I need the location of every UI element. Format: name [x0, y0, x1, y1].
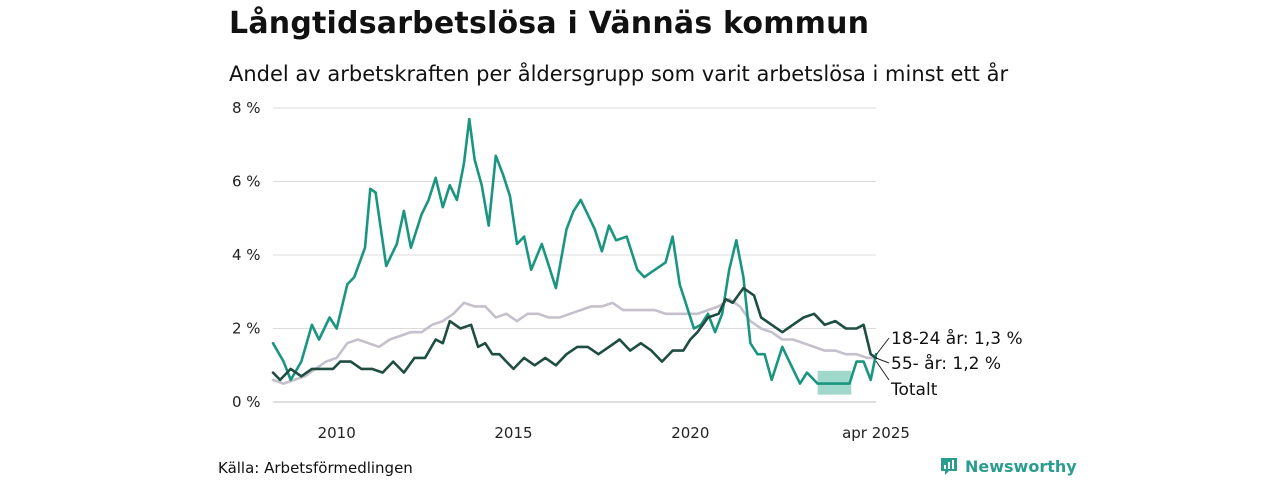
- x-tick-label: 2015: [494, 424, 532, 442]
- y-axis-ticks: 0 % 2 % 4 % 6 % 8 %: [232, 99, 261, 411]
- total-series-line: [271, 297, 878, 385]
- end-labels: 18-24 år: 1,3 % 55- år: 1,2 % Totalt: [875, 328, 1023, 400]
- brand-logo: Newsworthy: [939, 456, 1077, 476]
- youth-label-leader: [875, 337, 890, 356]
- total-label-leader: [875, 360, 890, 381]
- youth-series-line: [271, 117, 878, 385]
- source-note: Källa: Arbetsförmedlingen: [218, 459, 413, 477]
- brand-name: Newsworthy: [965, 456, 1077, 476]
- y-tick-label: 8 %: [232, 99, 261, 117]
- chart-title: Långtidsarbetslösa i Vännäs kommun: [229, 6, 870, 41]
- line-chart: 0 % 2 % 4 % 6 % 8 % 2010 2015 2020 apr 2025 18-…: [232, 99, 1023, 442]
- x-tick-label: 2020: [671, 424, 709, 442]
- senior-series-line: [271, 286, 878, 382]
- x-axis-ticks: 2010 2015 2020 apr 2025: [318, 424, 910, 442]
- chart-subtitle: Andel av arbetskraften per åldersgrupp s…: [229, 62, 1009, 86]
- y-tick-label: 2 %: [232, 320, 261, 338]
- series-lines: [271, 117, 878, 385]
- senior-label-leader: [875, 357, 890, 364]
- x-tick-label: 2010: [318, 424, 356, 442]
- youth-end-label: 18-24 år: 1,3 %: [891, 328, 1023, 349]
- newsworthy-icon: [941, 458, 957, 475]
- y-tick-label: 0 %: [232, 393, 261, 411]
- x-tick-label: apr 2025: [842, 424, 910, 442]
- total-end-label: Totalt: [890, 380, 938, 400]
- senior-end-label: 55- år: 1,2 %: [891, 353, 1001, 374]
- y-tick-label: 6 %: [232, 173, 261, 191]
- y-tick-label: 4 %: [232, 246, 261, 264]
